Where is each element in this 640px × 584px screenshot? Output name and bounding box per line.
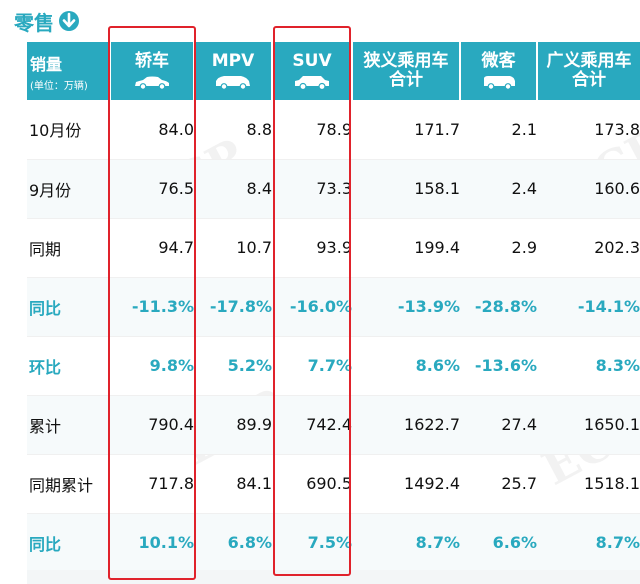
header-mpv: MPV (194, 42, 273, 100)
table-cell: -28.8% (460, 277, 537, 337)
table-cell: -17.8% (194, 277, 272, 337)
header-corner: 销量 (单位：万辆) (27, 42, 111, 100)
table-cell: 7.7% (272, 336, 352, 396)
table-cell: 10.1% (110, 513, 194, 573)
table-row-highlight: 同比 -11.3% -17.8% -16.0% -13.9% -28.8% -14.1% (27, 277, 640, 337)
row-label: 同期 (27, 218, 110, 278)
row-label: 累计 (27, 395, 110, 455)
page-title-text: 零售 (14, 10, 54, 35)
row-label: 9月份 (27, 159, 110, 219)
table-row: 同期累计 717.8 84.1 690.5 1492.4 25.7 1518.1 (27, 454, 640, 514)
table-cell: 742.4 (272, 395, 352, 455)
table-cell: 84.0 (110, 100, 194, 160)
table-cell: 9.8% (110, 336, 194, 396)
table-cell: 1650.1 (537, 395, 640, 455)
row-label: 环比 (27, 336, 110, 396)
table-cell: -11.3% (110, 277, 194, 337)
table-cell: 8.6% (352, 336, 460, 396)
table-cell: 84.1 (194, 454, 272, 514)
page-title: 零售 (14, 4, 80, 38)
table-cell: 1518.1 (537, 454, 640, 514)
table-cell: 25.7 (460, 454, 537, 514)
table-cell: 8.7% (352, 513, 460, 573)
table-cell: 717.8 (110, 454, 194, 514)
table-cell: 171.7 (352, 100, 460, 160)
table-cell: -14.1% (537, 277, 640, 337)
header-label: 轿车 (135, 51, 169, 71)
header-broad-total: 广义乘用车 合计 (537, 42, 640, 100)
table-row-highlight: 环比 9.8% 5.2% 7.7% 8.6% -13.6% 8.3% (27, 336, 640, 396)
table-cell: -13.6% (460, 336, 537, 396)
table-cell: 202.3 (537, 218, 640, 278)
table-cell: -16.0% (272, 277, 352, 337)
table-cell: 5.2% (194, 336, 272, 396)
table-cell: 89.9 (194, 395, 272, 455)
table-cell: 158.1 (352, 159, 460, 219)
table-cell: 173.8 (537, 100, 640, 160)
header-corner-label: 销量 (30, 54, 63, 74)
table-cell: 7.5% (272, 513, 352, 573)
table-cell: 1622.7 (352, 395, 460, 455)
table-cell: 10.7 (194, 218, 272, 278)
table-row: 9月份 76.5 8.4 73.3 158.1 2.4 160.6 (27, 159, 640, 219)
header-label: MPV (211, 51, 255, 71)
table-row-highlight: 同比 10.1% 6.8% 7.5% 8.7% 6.6% 8.7% (27, 513, 640, 573)
table-cell: 94.7 (110, 218, 194, 278)
header-narrow-total: 狭义乘用车 合计 (352, 42, 461, 100)
table-cell: 160.6 (537, 159, 640, 219)
table-cell: 73.3 (272, 159, 352, 219)
sedan-car-icon (135, 76, 169, 90)
table-cell: 199.4 (352, 218, 460, 278)
down-arrow-circle-icon (59, 11, 79, 31)
table-row: 同期 94.7 10.7 93.9 199.4 2.9 202.3 (27, 218, 640, 278)
table-cell: 76.5 (110, 159, 194, 219)
table-cell: 2.9 (460, 218, 537, 278)
table-cell: 8.3% (537, 336, 640, 396)
table-cell: 6.8% (194, 513, 272, 573)
minivan-icon (483, 76, 515, 90)
header-label: 微客 (481, 51, 516, 71)
header-minivan: 微客 (460, 42, 538, 100)
header-label: SUV (292, 51, 332, 71)
table-cell: 2.4 (460, 159, 537, 219)
header-sedan: 轿车 (110, 42, 195, 100)
table-cell: 790.4 (110, 395, 194, 455)
row-label: 同比 (27, 513, 110, 573)
table-cell: 27.4 (460, 395, 537, 455)
table-cell: 8.7% (537, 513, 640, 573)
mpv-car-icon (216, 76, 250, 90)
table-cell: 2.1 (460, 100, 537, 160)
row-label: 同期累计 (27, 454, 110, 514)
table-cell: 78.9 (272, 100, 352, 160)
header-label: 广义乘用车 (546, 51, 632, 71)
row-label: 同比 (27, 277, 110, 337)
table-bottom-strip (27, 570, 640, 584)
table-row: 累计 790.4 89.9 742.4 1622.7 27.4 1650.1 (27, 395, 640, 455)
table-body: 10月份 84.0 8.8 78.9 171.7 2.1 173.8 9月份 76.5 8.4 7… (27, 100, 640, 573)
header-label: 合计 (389, 70, 423, 90)
header-suv: SUV (272, 42, 353, 100)
table-cell: 8.8 (194, 100, 272, 160)
suv-car-icon (295, 76, 329, 90)
row-label: 10月份 (27, 100, 110, 160)
table-cell: 8.4 (194, 159, 272, 219)
header-corner-unit: (单位：万辆) (30, 80, 88, 92)
table-header-row: 销量 (单位：万辆) 轿车 MPV SUV (27, 42, 640, 100)
table-cell: -13.9% (352, 277, 460, 337)
table-cell: 1492.4 (352, 454, 460, 514)
table-cell: 93.9 (272, 218, 352, 278)
table-cell: 6.6% (460, 513, 537, 573)
table-cell: 690.5 (272, 454, 352, 514)
header-label: 狭义乘用车 (363, 51, 449, 71)
header-label: 合计 (572, 70, 606, 90)
table-row: 10月份 84.0 8.8 78.9 171.7 2.1 173.8 (27, 100, 640, 160)
sales-table: 销量 (单位：万辆) 轿车 MPV SUV (27, 42, 640, 573)
